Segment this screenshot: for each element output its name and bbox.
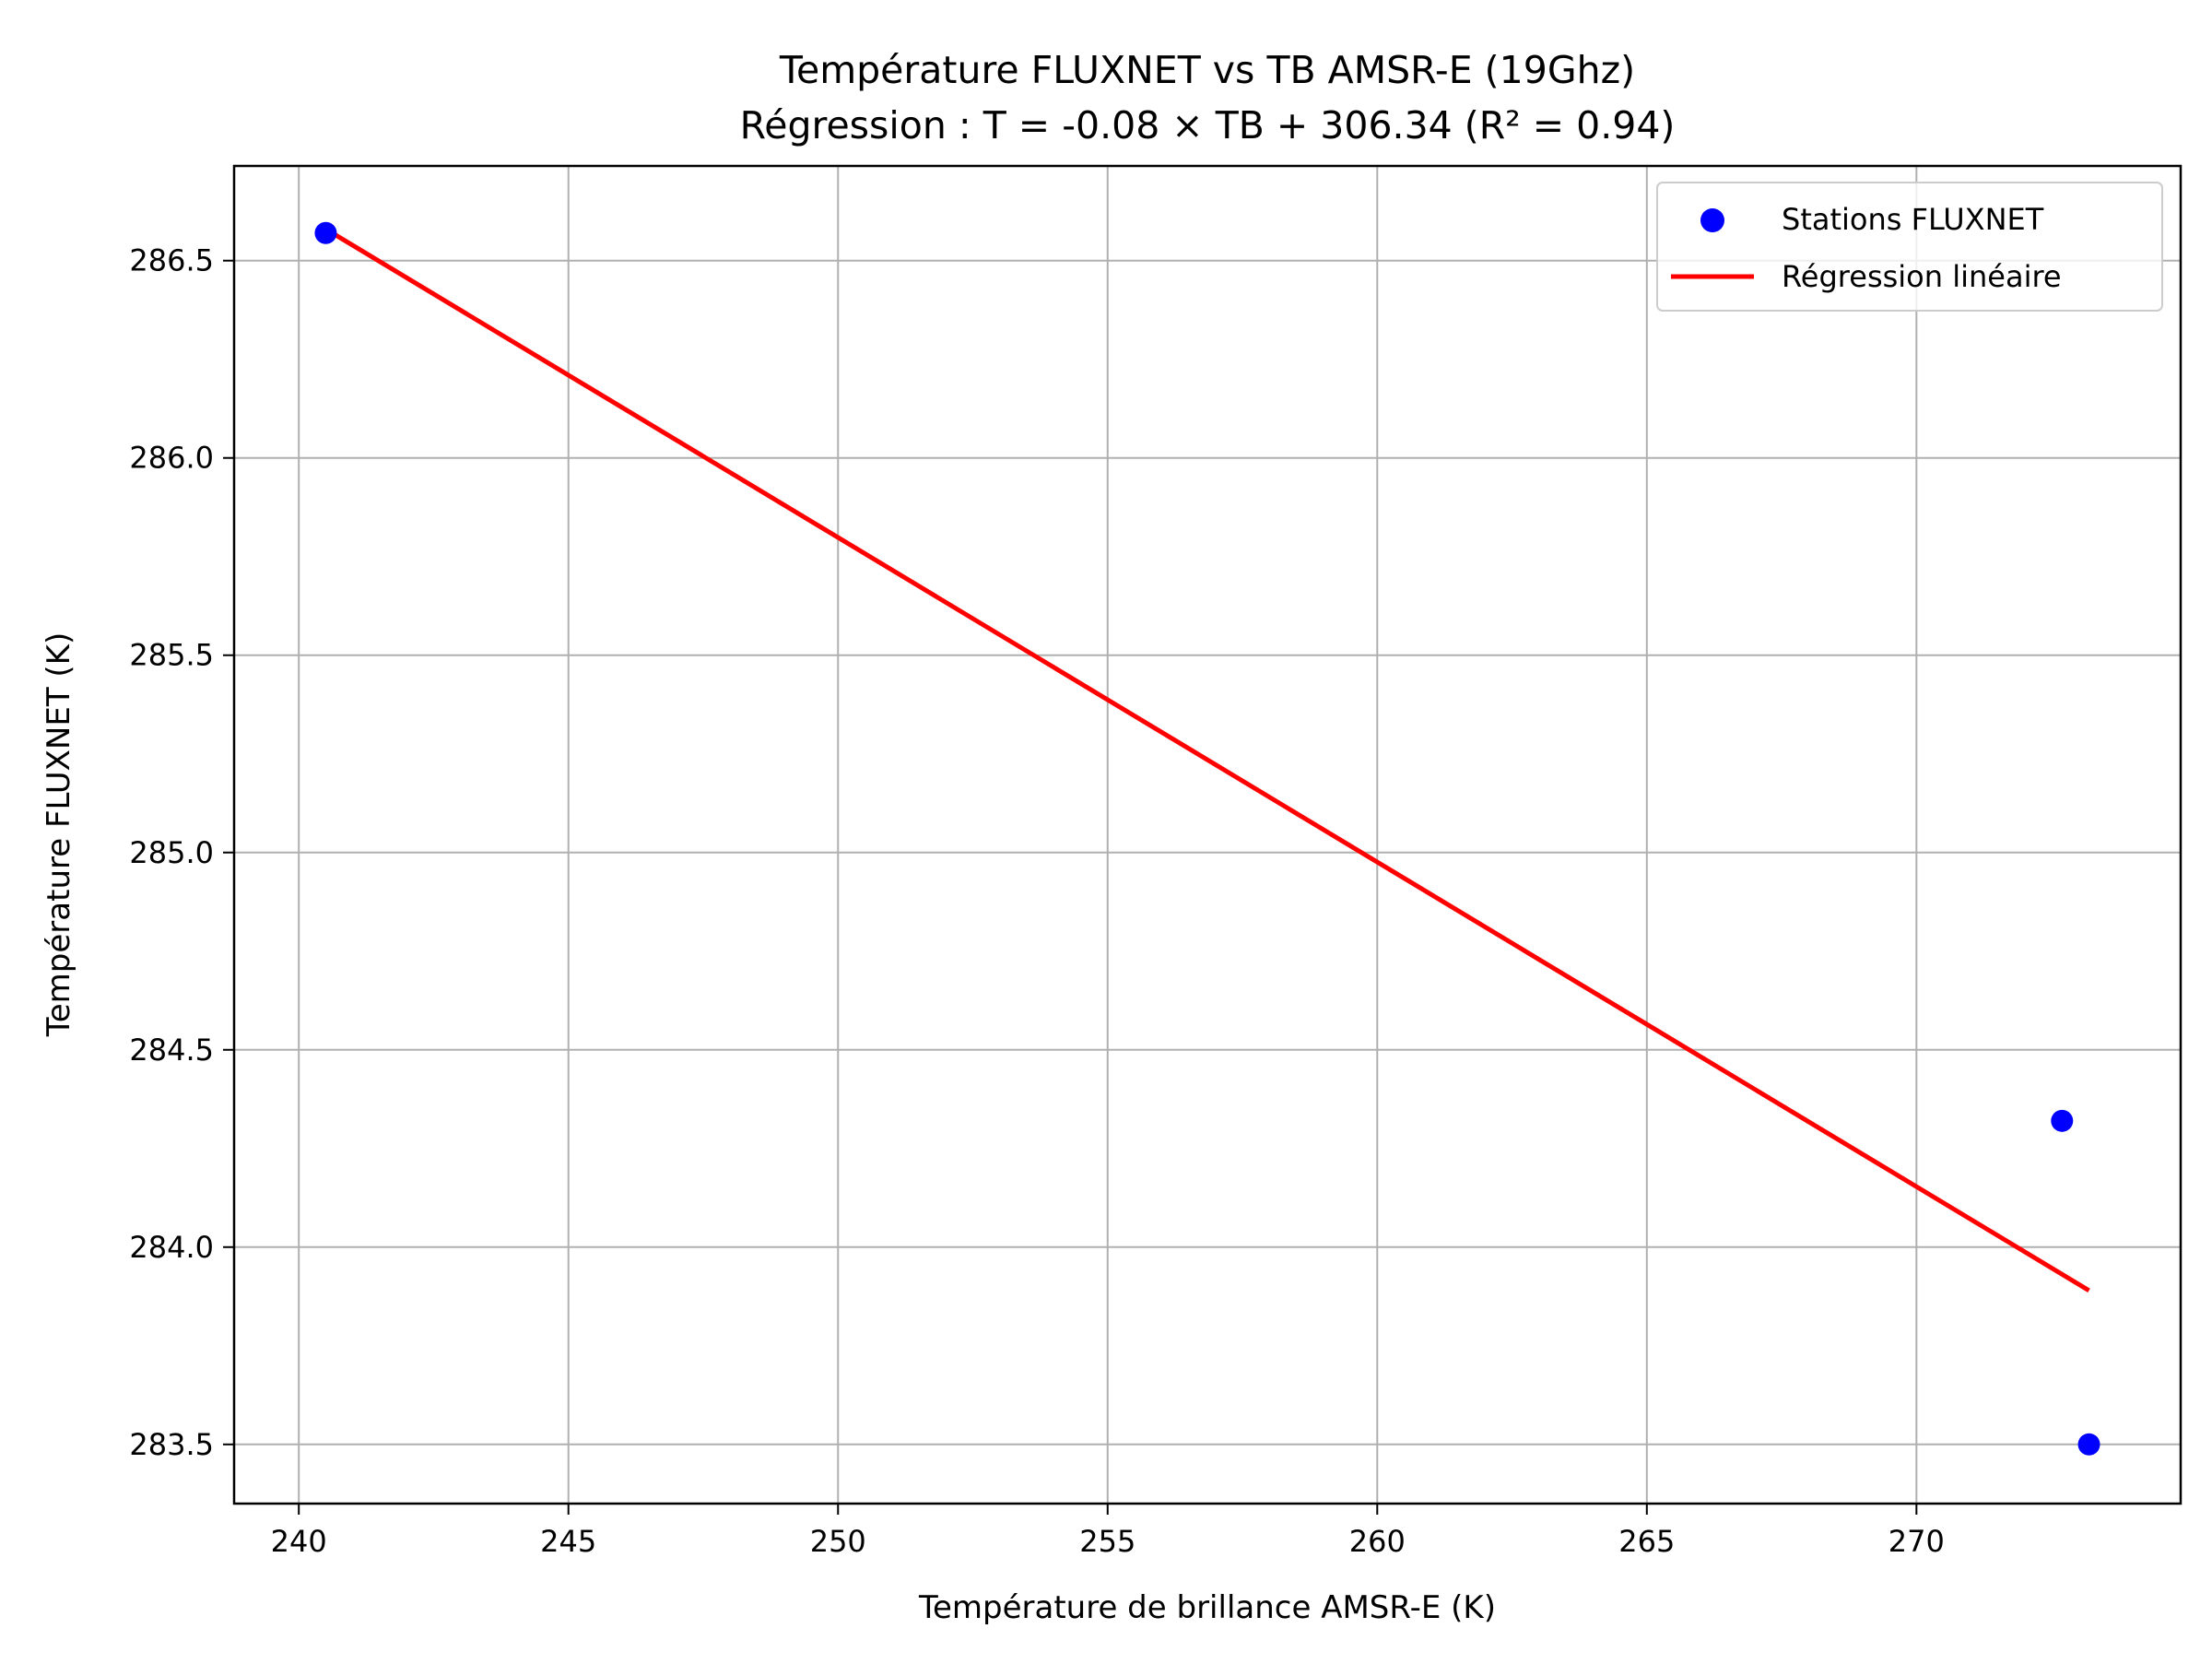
regression-line [324,227,2090,1293]
y-tick-label: 286.5 [129,243,214,278]
x-tick-label: 245 [540,1524,596,1559]
legend-box [1656,182,2163,312]
plot-frame [232,164,2183,1505]
scatter-point [2051,1109,2074,1132]
y-tick-label: 285.5 [129,638,214,673]
legend-label-scatter: Stations FLUXNET [1782,202,2044,237]
legend-scatter-marker [1700,208,1724,232]
tick-layer: 240 245 250 255 260 265 270 283.5 284.0 284.5 285.… [129,243,1944,1559]
grid-layer [234,166,2181,1504]
x-tick-label: 265 [1618,1524,1675,1559]
y-tick-label: 284.0 [129,1230,214,1265]
x-tick-label: 270 [1888,1524,1945,1559]
x-axis-label: Température de brillance AMSR-E (K) [918,1589,1496,1626]
x-tick-label: 250 [810,1524,866,1559]
legend-label-line: Régression linéaire [1782,259,2062,294]
y-axis-label: Température FLUXNET (K) [41,632,77,1037]
chart-title: Température FLUXNET vs TB AMSR-E (19Ghz) [779,48,1635,92]
x-tick-label: 260 [1349,1524,1406,1559]
x-tick-label: 240 [271,1524,327,1559]
chart-subtitle: Régression : T = -0.08 × TB + 306.34 (R²… [740,103,1676,148]
series-layer [314,221,2100,1456]
y-tick-label: 283.5 [129,1427,214,1462]
y-tick-label: 284.5 [129,1033,214,1068]
x-tick-label: 255 [1079,1524,1135,1559]
scatter-point [2077,1433,2100,1456]
y-tick-label: 286.0 [129,441,214,476]
legend: Stations FLUXNET Régression linéaire [1656,182,2163,312]
y-tick-label: 285.0 [129,835,214,870]
scatter-point [314,221,337,244]
